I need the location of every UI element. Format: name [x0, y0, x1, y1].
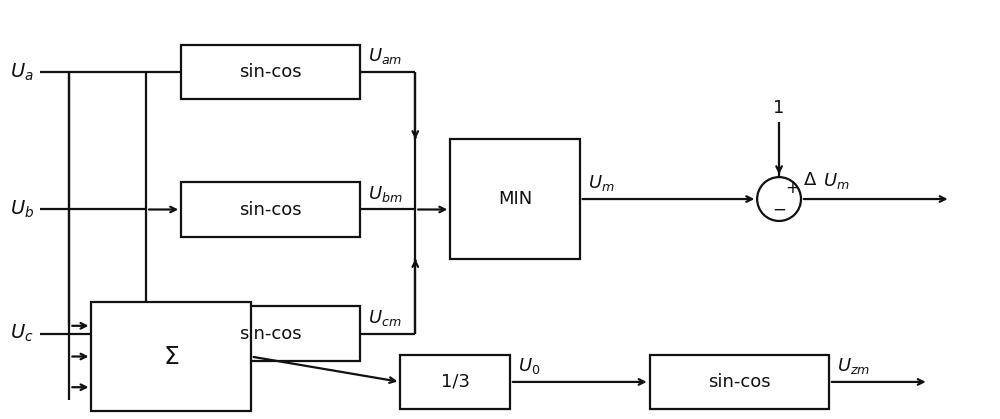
Text: 1: 1	[773, 99, 785, 117]
Text: $\Delta$: $\Delta$	[803, 171, 817, 189]
Bar	[650, 354, 829, 409]
Text: $U_{bm}$: $U_{bm}$	[368, 184, 403, 204]
Text: Σ: Σ	[163, 344, 179, 369]
Text: $U_{zm}$: $U_{zm}$	[837, 356, 870, 376]
Text: +: +	[785, 179, 799, 197]
Text: sin-cos: sin-cos	[239, 63, 302, 81]
Text: $U_{cm}$: $U_{cm}$	[368, 308, 402, 328]
Text: 1/3: 1/3	[441, 373, 470, 391]
Bar	[181, 182, 360, 237]
Bar	[91, 302, 251, 411]
Text: −: −	[772, 201, 786, 219]
Text: $U_a$: $U_a$	[10, 61, 33, 83]
Bar	[450, 139, 580, 259]
Text: $U_m$: $U_m$	[823, 171, 850, 191]
Bar	[181, 44, 360, 99]
Text: $U_{am}$: $U_{am}$	[368, 46, 403, 66]
Text: MIN: MIN	[498, 190, 532, 208]
Text: sin-cos: sin-cos	[239, 325, 302, 343]
Text: $U_m$: $U_m$	[588, 173, 614, 193]
Circle shape	[757, 177, 801, 221]
Bar	[181, 306, 360, 361]
Text: sin-cos: sin-cos	[708, 373, 771, 391]
Text: $U_0$: $U_0$	[518, 356, 540, 376]
Bar	[400, 354, 510, 409]
Text: $U_c$: $U_c$	[10, 323, 33, 344]
Text: $U_b$: $U_b$	[10, 199, 34, 220]
Text: sin-cos: sin-cos	[239, 201, 302, 218]
